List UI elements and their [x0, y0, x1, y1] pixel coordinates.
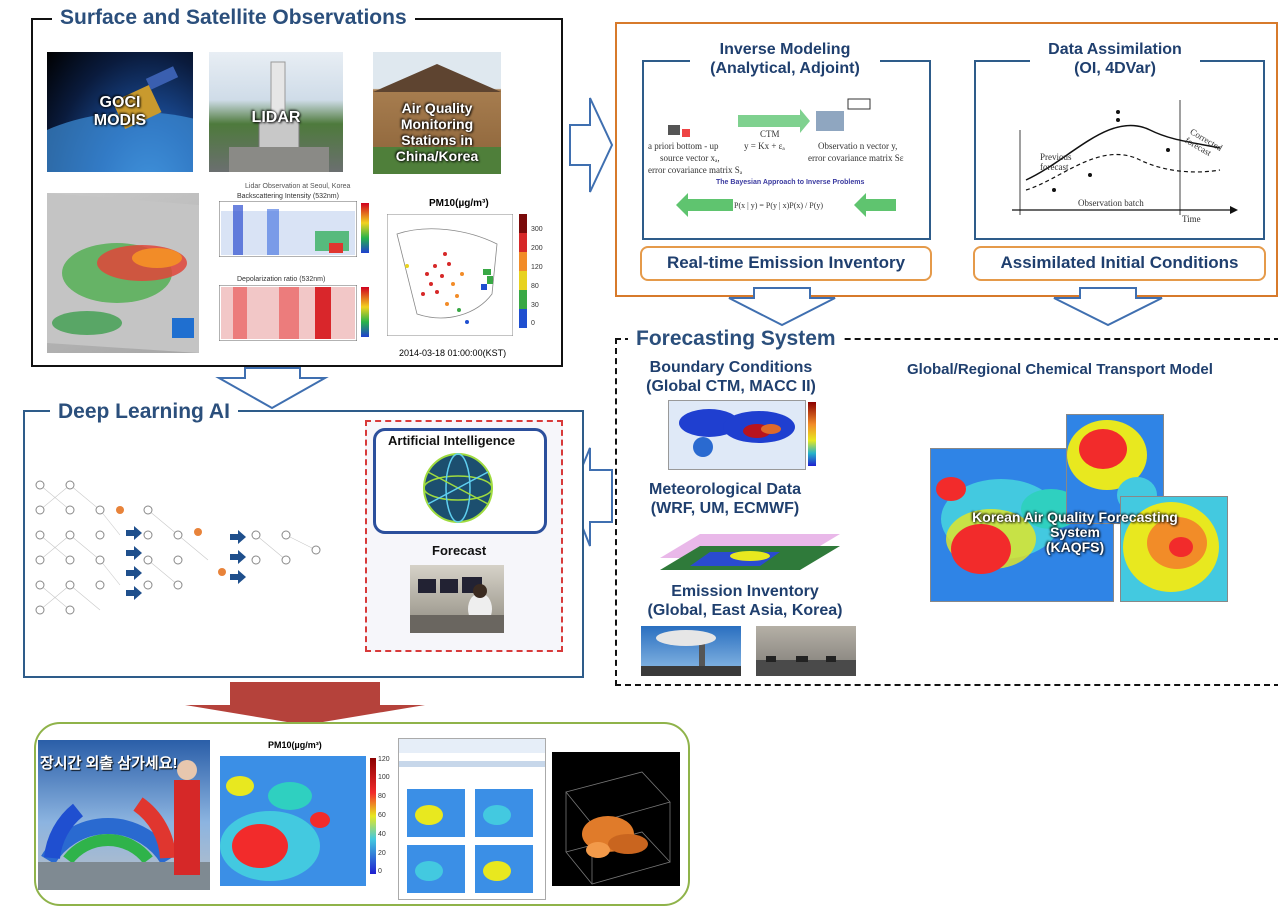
boundary-line2: (Global CTM, MACC II) — [636, 377, 826, 396]
boundary-conditions-title: Boundary Conditions (Global CTM, MACC II… — [636, 358, 826, 396]
boundary-colorbar — [808, 402, 816, 466]
emission-line1: Emission Inventory — [638, 582, 852, 601]
tv-weather-forecast: 장시간 외출 삼가세요! — [38, 740, 210, 890]
emission-line2: (Global, East Asia, Korea) — [638, 601, 852, 620]
pmf-scale-60: 60 — [378, 812, 386, 819]
forecasting-title: Forecasting System — [628, 327, 844, 351]
pmf-scale-120: 120 — [378, 756, 390, 763]
pmf-scale-0: 0 — [378, 868, 382, 875]
pmf-scale-20: 20 — [378, 850, 386, 857]
smokestack-photo — [641, 626, 741, 676]
web-forecast-screenshot — [398, 738, 546, 900]
3d-plume-visualization — [552, 752, 680, 886]
pm10-forecast-title: PM10(µg/m³) — [268, 740, 322, 750]
tv-banner-text: 장시간 외출 삼가세요! — [40, 752, 178, 773]
neural-network-diagram — [30, 470, 340, 620]
forecaster-office-photo — [410, 565, 504, 633]
deep-learning-title: Deep Learning AI — [50, 400, 238, 424]
met-line2: (WRF, UM, ECMWF) — [636, 499, 814, 518]
pmf-scale-40: 40 — [378, 831, 386, 838]
pm10-forecast-map: PM10(µg/m³) 120 100 80 60 40 20 0 — [218, 740, 388, 890]
pmf-scale-80: 80 — [378, 793, 386, 800]
ctm-title: Global/Regional Chemical Transport Model — [907, 361, 1213, 378]
forecast-title: Forecast — [432, 543, 486, 558]
boundary-line1: Boundary Conditions — [636, 358, 826, 377]
kaqfs-label: Korean Air Quality Forecasting System (K… — [940, 510, 1210, 555]
ai-title: Artificial Intelligence — [388, 433, 515, 448]
pmf-scale-100: 100 — [378, 774, 390, 781]
meteorological-3d-image — [650, 518, 846, 574]
smog-traffic-photo — [756, 626, 856, 676]
globe-network-icon — [422, 452, 494, 524]
boundary-conditions-map — [668, 400, 806, 470]
emission-inventory-title: Emission Inventory (Global, East Asia, K… — [638, 582, 852, 620]
meteorological-data-title: Meteorological Data (WRF, UM, ECMWF) — [636, 480, 814, 518]
met-line1: Meteorological Data — [636, 480, 814, 499]
